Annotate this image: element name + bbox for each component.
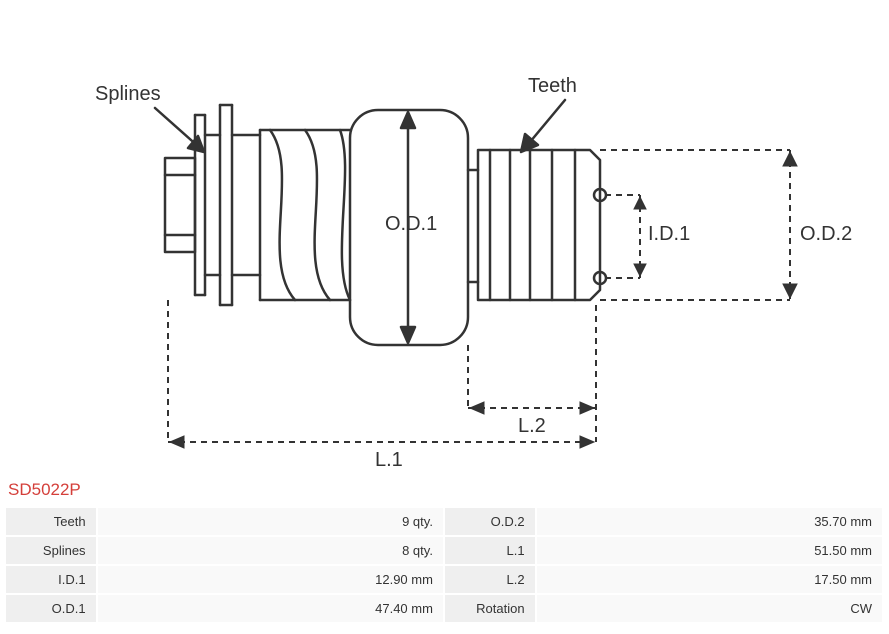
spec-label: Rotation xyxy=(445,595,535,622)
spec-label: Splines xyxy=(6,537,96,564)
label-id1: I.D.1 xyxy=(648,223,690,245)
spec-value: 51.50 mm xyxy=(537,537,882,564)
spec-label: O.D.1 xyxy=(6,595,96,622)
spec-value: 35.70 mm xyxy=(537,508,882,535)
spec-value: 8 qty. xyxy=(98,537,443,564)
spec-label: L.1 xyxy=(445,537,535,564)
label-l2: L.2 xyxy=(518,415,546,437)
spec-table: Teeth 9 qty. O.D.2 35.70 mm Splines 8 qt… xyxy=(4,506,884,624)
spec-label: O.D.2 xyxy=(445,508,535,535)
label-splines: Splines xyxy=(95,83,161,105)
spec-value: 17.50 mm xyxy=(537,566,882,593)
spec-label: Teeth xyxy=(6,508,96,535)
spec-label: L.2 xyxy=(445,566,535,593)
label-od2: O.D.2 xyxy=(800,223,852,245)
spec-value: 12.90 mm xyxy=(98,566,443,593)
spec-row: I.D.1 12.90 mm L.2 17.50 mm xyxy=(6,566,882,593)
label-teeth: Teeth xyxy=(528,75,577,97)
diagram-svg: Splines Teeth O.D.1 I.D.1 O.D.2 L.2 L.1 xyxy=(0,0,889,480)
label-od1: O.D.1 xyxy=(385,213,437,235)
part-number: SD5022P xyxy=(0,480,889,506)
spec-value: 9 qty. xyxy=(98,508,443,535)
spec-row: Splines 8 qty. L.1 51.50 mm xyxy=(6,537,882,564)
spec-value: CW xyxy=(537,595,882,622)
spec-row: Teeth 9 qty. O.D.2 35.70 mm xyxy=(6,508,882,535)
page: Splines Teeth O.D.1 I.D.1 O.D.2 L.2 L.1 … xyxy=(0,0,889,624)
spec-label: I.D.1 xyxy=(6,566,96,593)
spec-value: 47.40 mm xyxy=(98,595,443,622)
technical-diagram: Splines Teeth O.D.1 I.D.1 O.D.2 L.2 L.1 xyxy=(0,0,889,480)
spec-row: O.D.1 47.40 mm Rotation CW xyxy=(6,595,882,622)
spec-table-body: Teeth 9 qty. O.D.2 35.70 mm Splines 8 qt… xyxy=(6,508,882,622)
label-l1: L.1 xyxy=(375,449,403,471)
